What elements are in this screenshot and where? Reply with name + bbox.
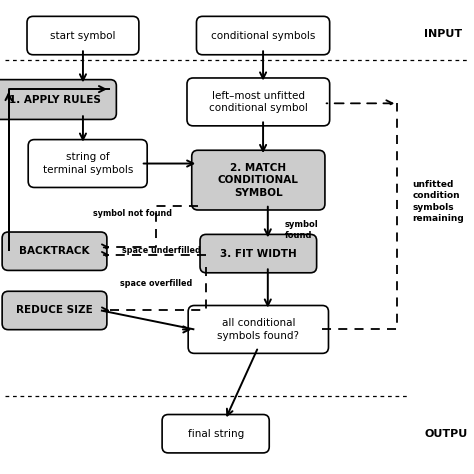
Text: left–most unfitted
conditional symbol: left–most unfitted conditional symbol xyxy=(209,91,308,113)
Text: 3. FIT WIDTH: 3. FIT WIDTH xyxy=(220,248,297,259)
FancyBboxPatch shape xyxy=(187,78,330,126)
Text: BACKTRACK: BACKTRACK xyxy=(19,246,90,256)
Text: 2. MATCH
CONDITIONAL
SYMBOL: 2. MATCH CONDITIONAL SYMBOL xyxy=(218,163,299,198)
FancyBboxPatch shape xyxy=(188,306,328,354)
FancyBboxPatch shape xyxy=(0,80,117,119)
FancyBboxPatch shape xyxy=(2,291,107,330)
FancyBboxPatch shape xyxy=(200,235,317,273)
Text: OUTPU: OUTPU xyxy=(424,428,467,439)
FancyBboxPatch shape xyxy=(191,150,325,210)
Text: start symbol: start symbol xyxy=(50,30,116,41)
Text: INPUT: INPUT xyxy=(424,29,462,39)
Text: symbol not found: symbol not found xyxy=(93,209,172,218)
FancyBboxPatch shape xyxy=(196,17,330,55)
FancyBboxPatch shape xyxy=(28,140,147,188)
Text: 1. APPLY RULES: 1. APPLY RULES xyxy=(9,94,100,105)
FancyBboxPatch shape xyxy=(2,232,107,271)
Text: space underfilled: space underfilled xyxy=(122,246,201,255)
FancyBboxPatch shape xyxy=(27,17,139,55)
Text: REDUCE SIZE: REDUCE SIZE xyxy=(16,305,93,316)
Text: all conditional
symbols found?: all conditional symbols found? xyxy=(218,318,299,341)
Text: unfitted
condition
symbols
remaining: unfitted condition symbols remaining xyxy=(412,180,464,223)
Text: symbol
found: symbol found xyxy=(284,220,318,239)
Text: space overfilled: space overfilled xyxy=(120,279,192,288)
Text: conditional symbols: conditional symbols xyxy=(211,30,315,41)
Text: final string: final string xyxy=(188,428,244,439)
FancyBboxPatch shape xyxy=(162,414,269,453)
Text: string of
terminal symbols: string of terminal symbols xyxy=(43,152,133,175)
